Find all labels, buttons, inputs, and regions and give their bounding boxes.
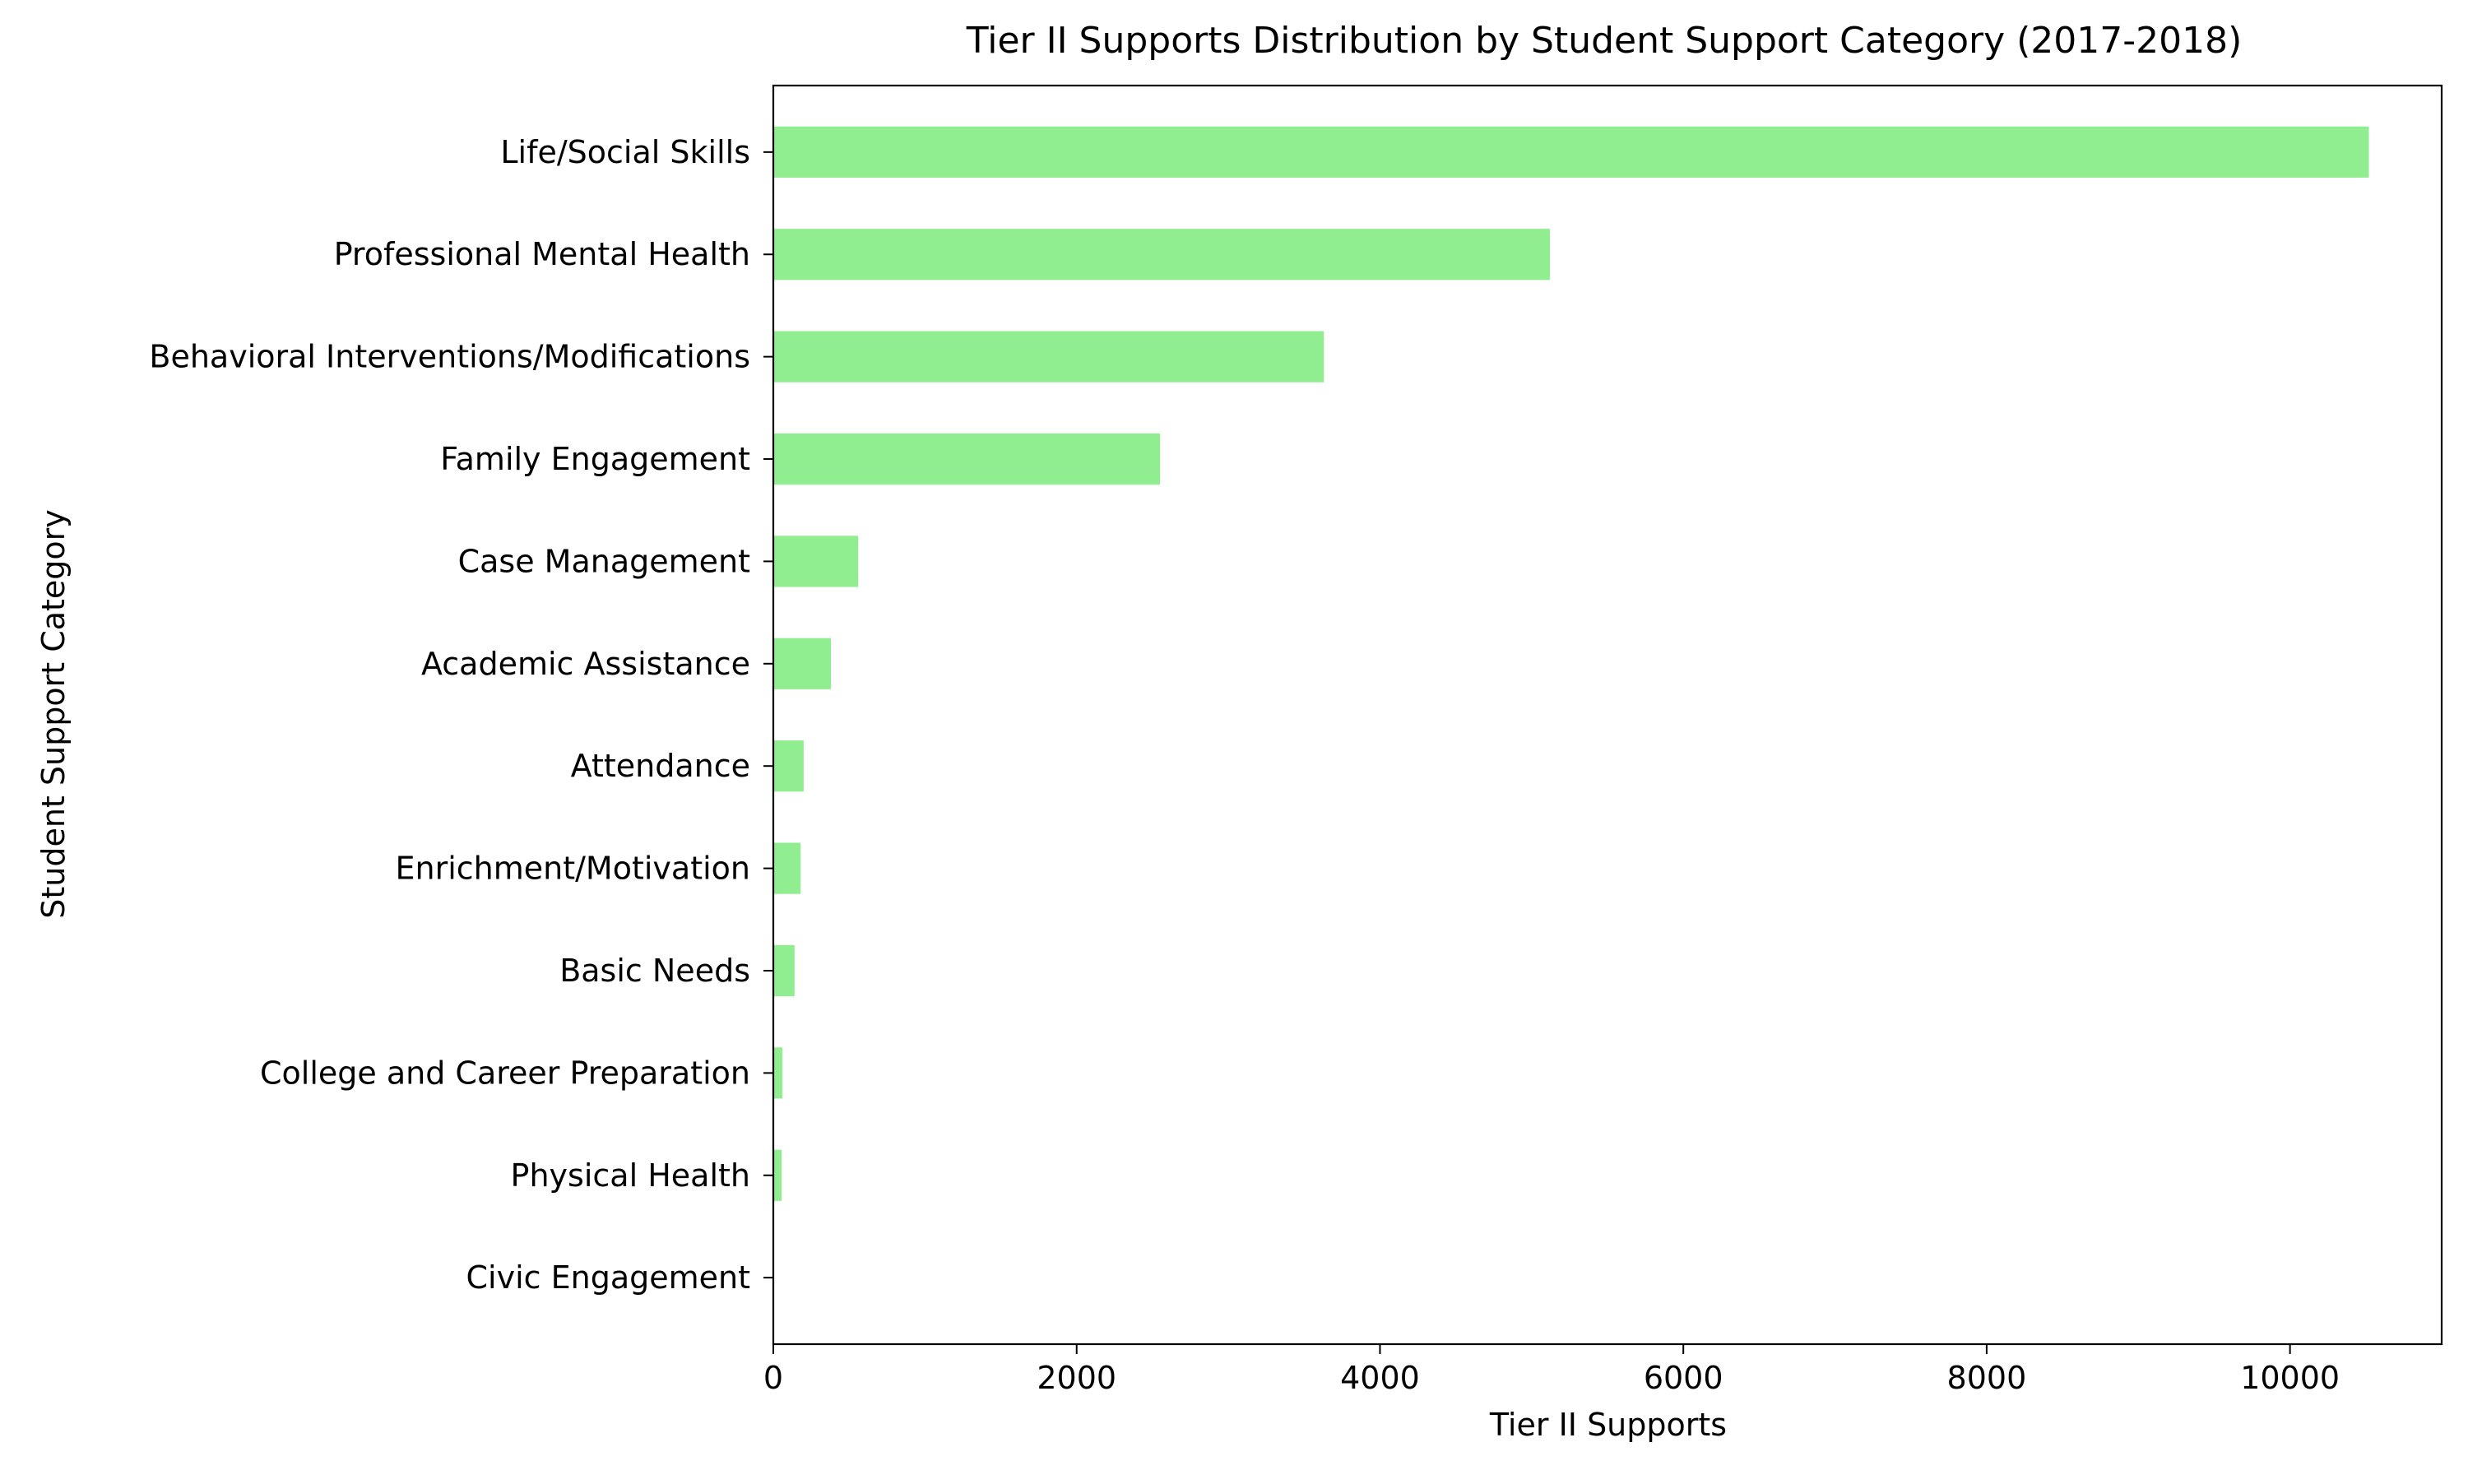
chart-title: Tier II Supports Distribution by Student… (966, 20, 2243, 62)
bar (773, 229, 1550, 281)
y-tick-label: College and Career Preparation (260, 1055, 750, 1091)
bar (773, 842, 801, 894)
x-tick-label: 2000 (1037, 1360, 1116, 1396)
x-axis-ticks: 0 2000 4000 6000 8000 10000 (763, 1344, 2340, 1396)
x-tick-label: 6000 (1644, 1360, 1723, 1396)
x-tick-label: 10000 (2240, 1360, 2340, 1396)
bar (773, 944, 795, 997)
bar (773, 1047, 783, 1099)
bar (773, 638, 832, 689)
y-tick-label: Case Management (458, 543, 750, 579)
y-tick-label: Behavioral Interventions/Modifications (149, 339, 750, 375)
y-tick-label: Life/Social Skills (500, 134, 750, 170)
y-tick-label: Attendance (571, 748, 750, 784)
x-tick-label: 4000 (1340, 1360, 1420, 1396)
plot-area (773, 126, 2369, 1304)
x-tick-label: 8000 (1947, 1360, 2027, 1396)
y-axis-label: Student Support Category (35, 509, 72, 919)
y-tick-label: Basic Needs (559, 953, 750, 989)
x-tick-label: 0 (763, 1360, 783, 1396)
y-tick-label: Academic Assistance (421, 646, 750, 682)
plot-frame (772, 84, 2443, 1346)
bar (773, 433, 1161, 485)
y-tick-label: Enrichment/Motivation (396, 851, 751, 887)
bar (773, 126, 2369, 178)
y-tick-label: Family Engagement (440, 441, 750, 477)
bar (773, 536, 859, 587)
y-tick-label: Physical Health (511, 1157, 750, 1194)
bar (773, 331, 1324, 383)
bar (773, 1149, 782, 1201)
y-axis-ticks: Life/Social Skills Professional Mental He… (149, 134, 773, 1296)
bar (773, 740, 804, 792)
y-tick-label: Professional Mental Health (334, 236, 750, 272)
y-tick-label: Civic Engagement (466, 1259, 751, 1296)
x-axis-label: Tier II Supports (1489, 1407, 1727, 1443)
